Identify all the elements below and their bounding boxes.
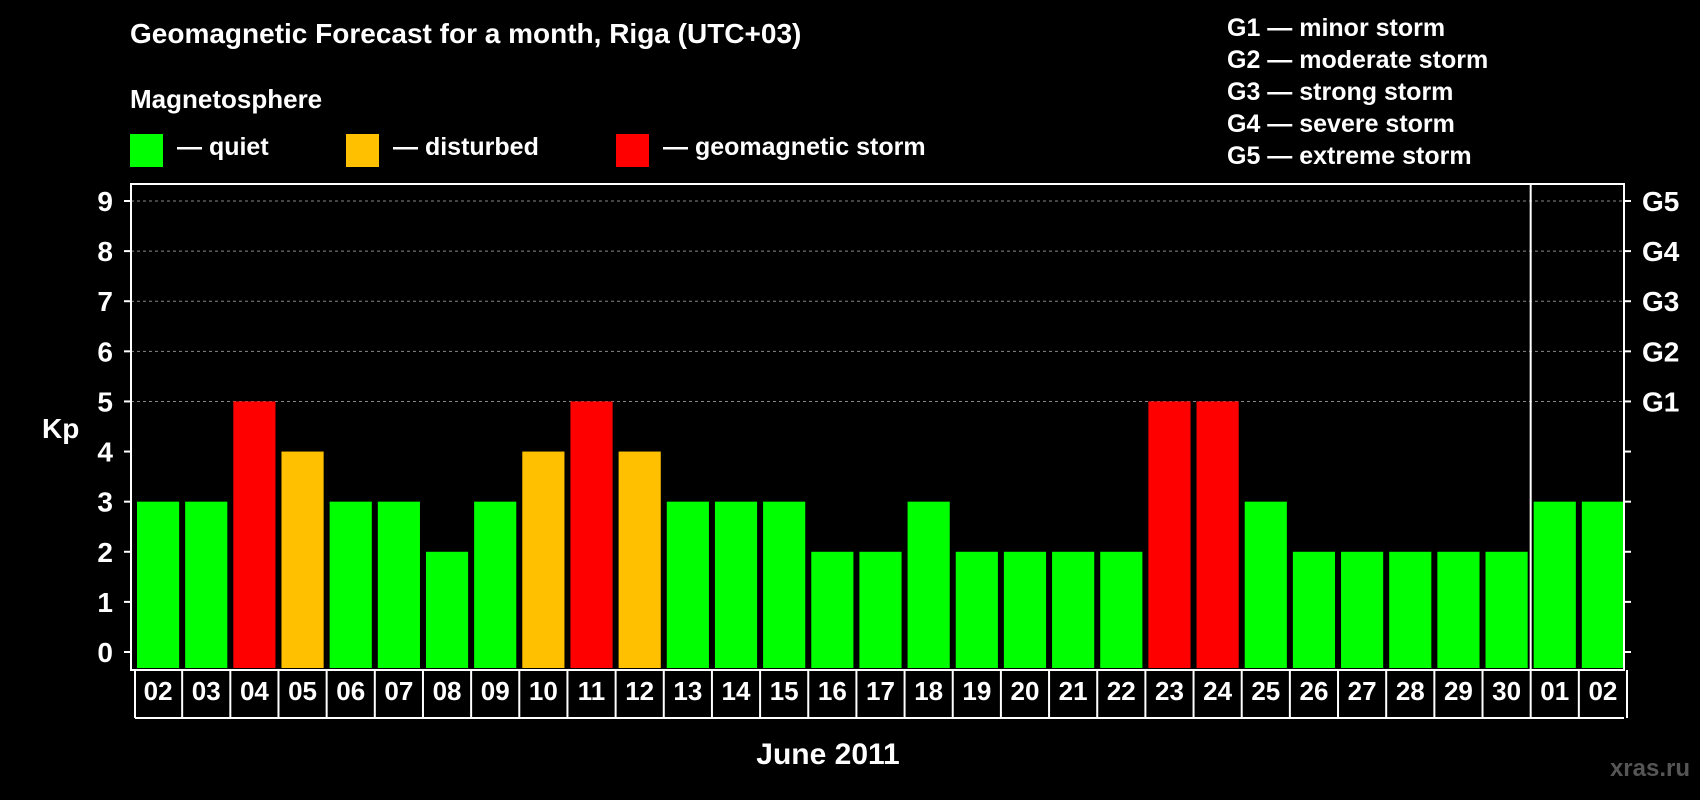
x-tick-label: 21	[1059, 676, 1088, 706]
bar-12	[666, 501, 709, 668]
bar-6	[377, 501, 420, 668]
bar-28	[1437, 551, 1480, 668]
x-tick-label: 25	[1251, 676, 1280, 706]
bar-15	[811, 551, 854, 668]
bar-29	[1485, 551, 1528, 668]
legend-label-quiet: — quiet	[177, 133, 269, 161]
x-tick-label: 04	[240, 676, 269, 706]
bar-3	[233, 401, 276, 668]
x-tick-label: 05	[288, 676, 317, 706]
bar-24	[1244, 501, 1287, 668]
x-tick-label: 22	[1107, 676, 1136, 706]
right-axis-label: G5	[1642, 186, 1679, 217]
bar-10	[570, 401, 613, 668]
bar-8	[474, 501, 517, 668]
bar-16	[859, 551, 902, 668]
bar-30	[1533, 501, 1576, 668]
bar-14	[763, 501, 806, 668]
legend-swatch-disturbed	[346, 134, 379, 167]
x-tick-label: 07	[384, 676, 413, 706]
right-axis-label: G1	[1642, 386, 1679, 417]
storm-level-g1: G1 — minor storm	[1227, 14, 1446, 42]
y-tick-label: 7	[97, 286, 113, 317]
x-tick-label: 18	[914, 676, 943, 706]
storm-level-g4: G4 — severe storm	[1227, 110, 1455, 138]
legend-swatch-quiet	[130, 134, 163, 167]
x-tick-label: 23	[1155, 676, 1184, 706]
right-axis-label: G4	[1642, 236, 1680, 267]
legend-label-disturbed: — disturbed	[393, 133, 539, 161]
bar-26	[1341, 551, 1384, 668]
chart-title: Geomagnetic Forecast for a month, Riga (…	[130, 18, 802, 49]
x-tick-label: 01	[1540, 676, 1569, 706]
x-tick-label: 26	[1299, 676, 1328, 706]
y-tick-label: 0	[97, 637, 113, 668]
bar-7	[425, 551, 469, 668]
x-tick-label: 06	[336, 676, 365, 706]
x-tick-label: 08	[433, 676, 462, 706]
bar-4	[281, 451, 324, 668]
x-tick-label: 10	[529, 676, 558, 706]
storm-level-g3: G3 — strong storm	[1227, 78, 1454, 106]
y-axis-label: Kp	[42, 413, 79, 444]
x-tick-label: 17	[866, 676, 895, 706]
bar-31	[1581, 501, 1624, 668]
x-tick-label: 14	[722, 676, 751, 706]
x-tick-label: 29	[1444, 676, 1473, 706]
y-tick-label: 1	[97, 587, 113, 618]
x-tick-label: 12	[625, 676, 654, 706]
bar-1	[137, 501, 180, 668]
bar-2	[185, 501, 228, 668]
x-tick-label: 02	[144, 676, 173, 706]
x-tick-label: 16	[818, 676, 847, 706]
x-tick-label: 27	[1348, 676, 1377, 706]
bar-19	[1003, 551, 1047, 668]
x-tick-label: 28	[1396, 676, 1425, 706]
storm-level-g5: G5 — extreme storm	[1227, 142, 1472, 170]
x-axis-label: June 2011	[756, 738, 899, 771]
right-axis-label: G3	[1642, 286, 1679, 317]
y-tick-label: 9	[97, 186, 113, 217]
magnetosphere-heading: Magnetosphere	[130, 84, 323, 114]
y-tick-label: 8	[97, 236, 113, 267]
legend-label-storm: — geomagnetic storm	[663, 133, 926, 161]
x-tick-label: 15	[770, 676, 799, 706]
bar-23	[1196, 401, 1239, 668]
x-tick-label: 20	[1011, 676, 1040, 706]
bar-11	[618, 451, 661, 668]
bar-17	[907, 501, 950, 668]
y-tick-label: 6	[97, 336, 113, 367]
x-tick-label: 19	[962, 676, 991, 706]
y-tick-label: 3	[97, 487, 113, 518]
bar-18	[955, 551, 998, 668]
y-tick-label: 5	[97, 386, 113, 417]
watermark: xras.ru	[1609, 755, 1690, 782]
bar-27	[1389, 551, 1432, 668]
x-tick-label: 02	[1588, 676, 1617, 706]
right-axis-label: G2	[1642, 336, 1679, 367]
x-tick-label: 03	[192, 676, 221, 706]
x-tick-label: 24	[1203, 676, 1232, 706]
x-tick-label: 13	[673, 676, 702, 706]
y-tick-label: 4	[97, 437, 113, 468]
bar-25	[1292, 551, 1336, 668]
bar-13	[714, 501, 758, 668]
bar-22	[1148, 401, 1191, 668]
x-tick-label: 30	[1492, 676, 1521, 706]
bar-9	[522, 451, 565, 668]
bar-21	[1100, 551, 1143, 668]
bar-5	[329, 501, 372, 668]
bar-20	[1052, 551, 1095, 668]
legend-swatch-storm	[616, 134, 649, 167]
y-tick-label: 2	[97, 537, 113, 568]
x-tick-label: 09	[481, 676, 510, 706]
storm-level-g2: G2 — moderate storm	[1227, 46, 1489, 74]
x-tick-label: 11	[578, 676, 606, 706]
